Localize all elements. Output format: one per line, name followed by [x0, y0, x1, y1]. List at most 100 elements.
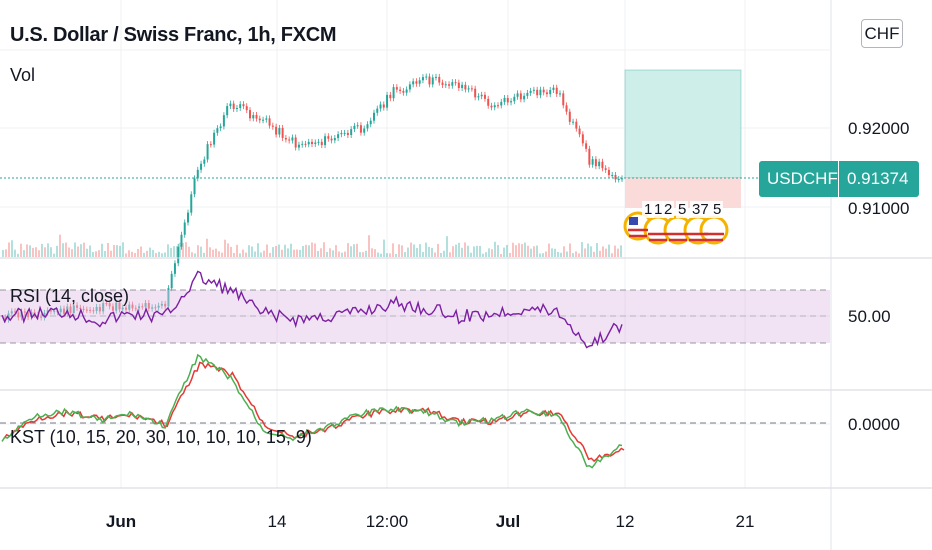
time-tick-12: 12	[616, 512, 635, 531]
volume-bar	[251, 246, 253, 257]
rsi-label[interactable]: RSI (14, close)	[10, 286, 130, 306]
volume-bar	[434, 252, 436, 257]
candle	[147, 302, 150, 309]
volume-bar	[311, 242, 313, 257]
rsi-line	[1, 270, 623, 349]
volume-bar	[494, 241, 496, 257]
candle	[284, 137, 287, 140]
volume-bar	[512, 242, 514, 257]
volume-bar	[245, 252, 247, 257]
volume-bar	[350, 246, 352, 257]
candle	[353, 125, 356, 130]
volume-bar	[554, 248, 556, 257]
candle	[206, 144, 209, 160]
candle	[386, 94, 389, 108]
volume-bar	[563, 246, 565, 257]
candle	[359, 125, 362, 133]
volume-bar	[98, 250, 100, 257]
candle	[444, 84, 447, 86]
volume-bar	[140, 246, 142, 257]
volume-bar	[419, 244, 421, 257]
volume-bar	[59, 234, 61, 257]
volume-bar	[317, 250, 319, 257]
volume-bar	[131, 251, 133, 257]
candle	[209, 144, 212, 146]
candle	[121, 307, 124, 310]
candle	[144, 302, 147, 307]
volume-bar	[473, 246, 475, 257]
volume-bar	[590, 246, 592, 257]
volume-bar	[356, 243, 358, 257]
volume-bar	[497, 245, 499, 257]
volume-bar	[329, 248, 331, 257]
candle	[203, 159, 206, 164]
candle	[461, 84, 464, 88]
candle	[617, 178, 620, 180]
volume-bar	[548, 243, 550, 257]
volume-bar	[236, 244, 238, 257]
volume-bar	[305, 244, 307, 257]
volume-bar	[101, 243, 103, 257]
candle	[330, 138, 333, 141]
candle	[532, 89, 535, 91]
candle	[239, 104, 242, 108]
volume-bar	[125, 253, 127, 257]
volume-bar	[278, 244, 280, 257]
candle	[265, 118, 268, 120]
volume-bar	[224, 239, 226, 257]
target-zone[interactable]	[624, 69, 742, 179]
economic-events[interactable]	[623, 211, 729, 245]
currency-badge[interactable]: CHF	[861, 19, 903, 48]
candle	[337, 134, 340, 139]
candle	[258, 118, 261, 121]
candle	[95, 306, 98, 311]
candle	[170, 273, 173, 289]
candle	[141, 306, 144, 308]
candle	[320, 141, 323, 146]
volume-bar	[362, 252, 364, 257]
volume-bar	[536, 245, 538, 257]
candle	[17, 312, 20, 318]
volume-bar	[158, 251, 160, 257]
volume-bar	[185, 242, 187, 257]
gridlines	[0, 0, 830, 488]
volume-bar	[5, 249, 7, 257]
volume-bar	[53, 253, 55, 257]
volume-bar	[368, 235, 370, 257]
volume-bar	[602, 246, 604, 257]
volume-bar	[41, 243, 43, 257]
candle	[301, 143, 304, 145]
candle	[333, 138, 336, 141]
candle	[483, 94, 486, 99]
candle	[555, 87, 558, 94]
candle	[585, 143, 588, 149]
candle	[346, 132, 349, 136]
candle	[350, 129, 353, 136]
candle	[79, 307, 82, 309]
candle	[389, 94, 392, 99]
volume-bar	[122, 242, 124, 257]
volume-bar	[461, 247, 463, 257]
candle	[399, 89, 402, 91]
volume-bar	[269, 252, 271, 257]
candle	[154, 307, 157, 309]
volume-bar	[170, 247, 172, 257]
candle	[76, 305, 79, 308]
candle	[324, 136, 327, 146]
volume-label[interactable]: Vol	[10, 65, 36, 85]
volume-bar	[404, 252, 406, 257]
candle	[89, 309, 92, 311]
time-tick-21: 21	[736, 512, 755, 531]
volume-bar	[296, 249, 298, 257]
volume-bar	[155, 253, 157, 257]
volume-bar	[530, 248, 532, 257]
volume-bar	[443, 250, 445, 257]
kst-label[interactable]: KST (10, 15, 20, 30, 10, 10, 10, 15, 9)	[10, 427, 312, 447]
candle	[467, 88, 470, 90]
volume-bar	[71, 249, 73, 257]
volume-bar	[20, 243, 22, 257]
volume-bar	[485, 252, 487, 257]
candle	[157, 305, 160, 308]
volume-bar	[26, 244, 28, 257]
